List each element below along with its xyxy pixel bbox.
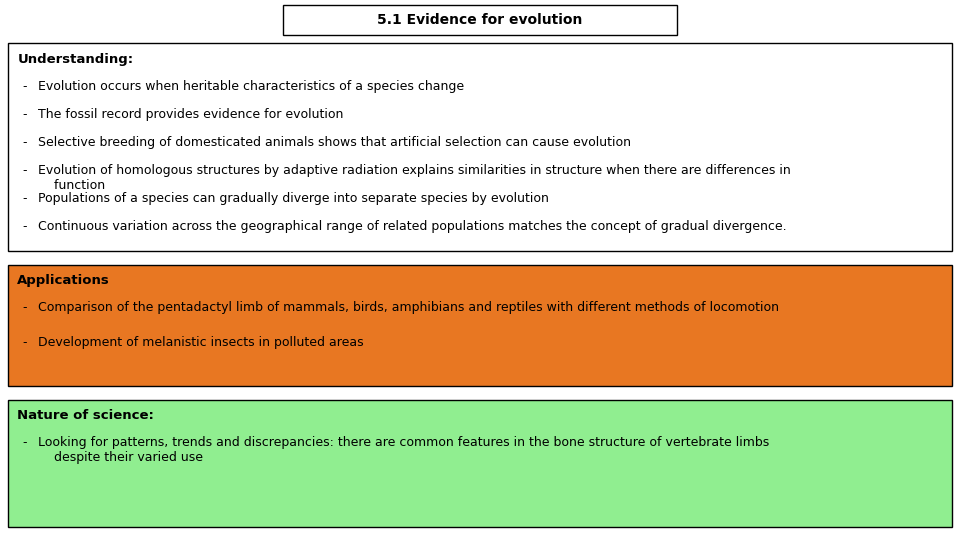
FancyBboxPatch shape [8, 265, 952, 386]
Text: -: - [22, 436, 27, 449]
FancyBboxPatch shape [283, 5, 677, 35]
Text: -: - [22, 136, 27, 149]
Text: The fossil record provides evidence for evolution: The fossil record provides evidence for … [38, 108, 344, 121]
Text: -: - [22, 301, 27, 314]
Text: -: - [22, 192, 27, 205]
Text: Development of melanistic insects in polluted areas: Development of melanistic insects in pol… [38, 336, 364, 349]
Text: Populations of a species can gradually diverge into separate species by evolutio: Populations of a species can gradually d… [38, 192, 549, 205]
Text: -: - [22, 336, 27, 349]
Text: Selective breeding of domesticated animals shows that artificial selection can c: Selective breeding of domesticated anima… [38, 136, 632, 149]
Text: -: - [22, 108, 27, 121]
Text: Comparison of the pentadactyl limb of mammals, birds, amphibians and reptiles wi: Comparison of the pentadactyl limb of ma… [38, 301, 780, 314]
Text: -: - [22, 80, 27, 93]
Text: Applications: Applications [17, 274, 110, 287]
Text: Evolution occurs when heritable characteristics of a species change: Evolution occurs when heritable characte… [38, 80, 465, 93]
FancyBboxPatch shape [8, 43, 952, 251]
Text: Understanding:: Understanding: [17, 53, 133, 66]
Text: -: - [22, 164, 27, 177]
Text: 5.1 Evidence for evolution: 5.1 Evidence for evolution [377, 14, 583, 27]
Text: Continuous variation across the geographical range of related populations matche: Continuous variation across the geograph… [38, 220, 787, 233]
Text: Evolution of homologous structures by adaptive radiation explains similarities i: Evolution of homologous structures by ad… [38, 164, 791, 192]
Text: Looking for patterns, trends and discrepancies: there are common features in the: Looking for patterns, trends and discrep… [38, 436, 770, 464]
Text: Nature of science:: Nature of science: [17, 409, 155, 422]
Text: -: - [22, 220, 27, 233]
FancyBboxPatch shape [8, 400, 952, 526]
